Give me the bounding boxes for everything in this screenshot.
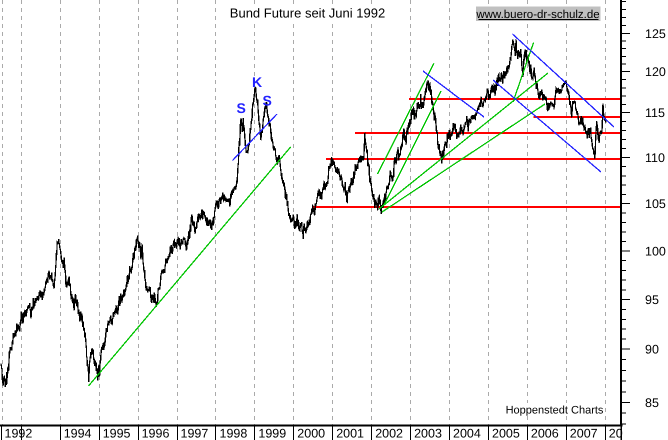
svg-text:2007: 2007 [570,427,598,440]
svg-text:20: 20 [609,427,623,440]
svg-text:2006: 2006 [531,427,559,440]
svg-text:Bund Future seit Juni 1992: Bund Future seit Juni 1992 [230,6,385,21]
svg-text:1999: 1999 [258,427,286,440]
svg-text:1995: 1995 [103,427,131,440]
svg-text:125: 125 [645,27,666,41]
svg-text:S: S [263,93,272,109]
svg-text:115: 115 [645,106,665,120]
svg-text:2003: 2003 [414,427,442,440]
svg-text:85: 85 [645,396,659,410]
svg-text:105: 105 [645,197,666,211]
svg-text:K: K [252,74,262,90]
svg-text:110: 110 [645,151,665,165]
svg-text:2004: 2004 [453,427,481,440]
svg-text:95: 95 [645,293,659,307]
svg-text:120: 120 [645,65,666,79]
svg-text:1992: 1992 [5,427,33,440]
svg-text:S: S [237,100,246,116]
svg-text:1996: 1996 [142,427,170,440]
svg-text:2001: 2001 [336,427,364,440]
svg-text:www.buero-dr-schulz.de: www.buero-dr-schulz.de [475,9,599,21]
svg-text:2002: 2002 [375,427,403,440]
svg-text:90: 90 [645,343,659,357]
svg-text:1994: 1994 [64,427,92,440]
svg-text:100: 100 [645,245,666,259]
svg-text:1997: 1997 [181,427,209,440]
svg-text:Hoppenstedt Charts: Hoppenstedt Charts [506,405,604,417]
svg-text:2000: 2000 [297,427,325,440]
svg-text:1998: 1998 [220,427,248,440]
svg-text:2005: 2005 [492,427,520,440]
